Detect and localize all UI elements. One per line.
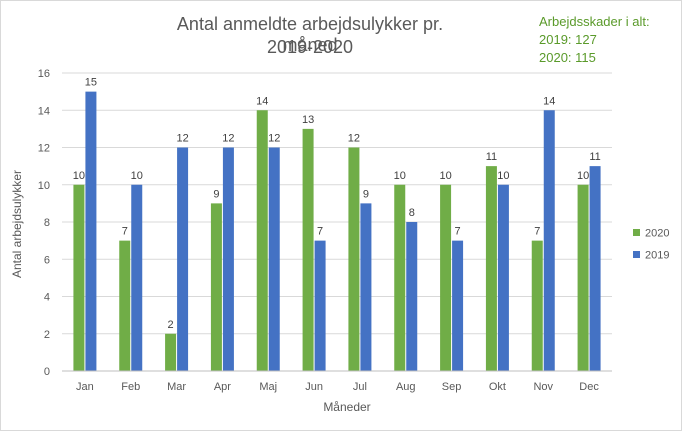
- data-label-2019-Jul: 9: [363, 188, 369, 200]
- data-label-2019-Okt: 10: [497, 170, 509, 182]
- x-tick-label: Jun: [305, 381, 323, 393]
- legend-swatch-2020: [633, 229, 640, 236]
- data-label-2019-Dec: 11: [589, 151, 600, 163]
- data-label-2019-Mar: 12: [176, 133, 188, 145]
- bar-2019-Mar: [177, 147, 189, 371]
- bar-2020-Maj: [256, 110, 268, 371]
- bar-2019-Aug: [406, 222, 418, 371]
- y-axis-label: Antal arbejdsulykker: [10, 170, 24, 278]
- bar-2019-Sep: [452, 240, 464, 371]
- bar-2020-Mar: [165, 333, 177, 371]
- x-tick-label: Nov: [533, 381, 553, 393]
- data-label-2019-Jun: 7: [317, 226, 323, 238]
- data-label-2020-Aug: 10: [394, 170, 406, 182]
- y-tick-label: 12: [38, 143, 50, 155]
- totals-2020: 2020: 115: [539, 50, 596, 65]
- x-tick-label: Feb: [121, 381, 140, 393]
- y-tick-label: 0: [44, 366, 50, 378]
- bar-2019-Nov: [543, 110, 555, 371]
- data-label-2019-Nov: 14: [543, 95, 555, 107]
- bar-2020-Jun: [302, 128, 314, 371]
- data-label-2020-Apr: 9: [213, 188, 219, 200]
- legend-label-2020: 2020: [645, 228, 669, 240]
- data-label-2019-Maj: 12: [268, 133, 280, 145]
- chart-subtitle: 2019-2020: [266, 37, 354, 57]
- x-tick-label: Dec: [579, 381, 599, 393]
- bar-2020-Jul: [348, 147, 360, 371]
- data-label-2020-Maj: 14: [256, 95, 268, 107]
- legend-label-2019: 2019: [645, 250, 669, 262]
- bar-2019-Apr: [222, 147, 234, 371]
- totals-heading: Arbejdsskader i alt:: [539, 14, 650, 29]
- bar-2020-Nov: [531, 240, 543, 371]
- bar-2019-Maj: [268, 147, 280, 371]
- bar-2019-Okt: [497, 184, 509, 371]
- x-tick-label: Apr: [214, 381, 231, 393]
- x-tick-label: Mar: [167, 381, 186, 393]
- bar-2020-Jan: [73, 184, 85, 371]
- bar-2020-Okt: [485, 166, 497, 371]
- x-tick-label: Sep: [442, 381, 462, 393]
- data-label-2020-Jul: 12: [348, 133, 360, 145]
- totals-2019: 2019: 127: [539, 32, 597, 47]
- x-tick-label: Aug: [396, 381, 416, 393]
- bar-2019-Feb: [131, 184, 143, 371]
- data-label-2020-Jan: 10: [73, 170, 85, 182]
- data-label-2019-Sep: 7: [455, 226, 461, 238]
- x-tick-label: Okt: [489, 381, 506, 393]
- bar-2020-Dec: [577, 184, 589, 371]
- x-tick-label: Jan: [76, 381, 94, 393]
- data-label-2020-Nov: 7: [534, 226, 540, 238]
- bar-2020-Feb: [119, 240, 131, 371]
- data-label-2019-Aug: 8: [409, 207, 415, 219]
- data-label-2020-Mar: 2: [168, 319, 174, 331]
- bar-2020-Apr: [210, 203, 222, 371]
- data-label-2019-Jan: 15: [85, 77, 97, 89]
- bar-2019-Jul: [360, 203, 372, 371]
- y-tick-label: 14: [38, 105, 50, 117]
- data-label-2020-Okt: 11: [486, 151, 497, 163]
- data-label-2019-Feb: 10: [131, 170, 143, 182]
- data-label-2020-Sep: 10: [439, 170, 451, 182]
- data-label-2020-Jun: 13: [302, 114, 314, 126]
- bar-2019-Jun: [314, 240, 326, 371]
- y-tick-label: 10: [38, 180, 50, 192]
- bar-2019-Jan: [85, 91, 97, 371]
- bar-2020-Aug: [394, 184, 406, 371]
- y-tick-label: 6: [44, 254, 50, 266]
- y-tick-label: 4: [44, 292, 50, 304]
- y-tick-label: 8: [44, 217, 50, 229]
- data-label-2020-Feb: 7: [122, 226, 128, 238]
- data-label-2020-Dec: 10: [577, 170, 589, 182]
- legend-swatch-2019: [633, 251, 640, 258]
- data-label-2019-Apr: 12: [222, 133, 234, 145]
- x-tick-label: Maj: [259, 381, 277, 393]
- chart-title: Antal anmeldte arbejdsulykker pr. måned: [176, 14, 444, 55]
- bar-2019-Dec: [589, 166, 601, 371]
- x-axis-label: Måneder: [323, 400, 370, 414]
- x-tick-label: Jul: [353, 381, 367, 393]
- bar-2020-Sep: [440, 184, 452, 371]
- y-tick-label: 2: [44, 329, 50, 341]
- y-tick-label: 16: [38, 68, 50, 80]
